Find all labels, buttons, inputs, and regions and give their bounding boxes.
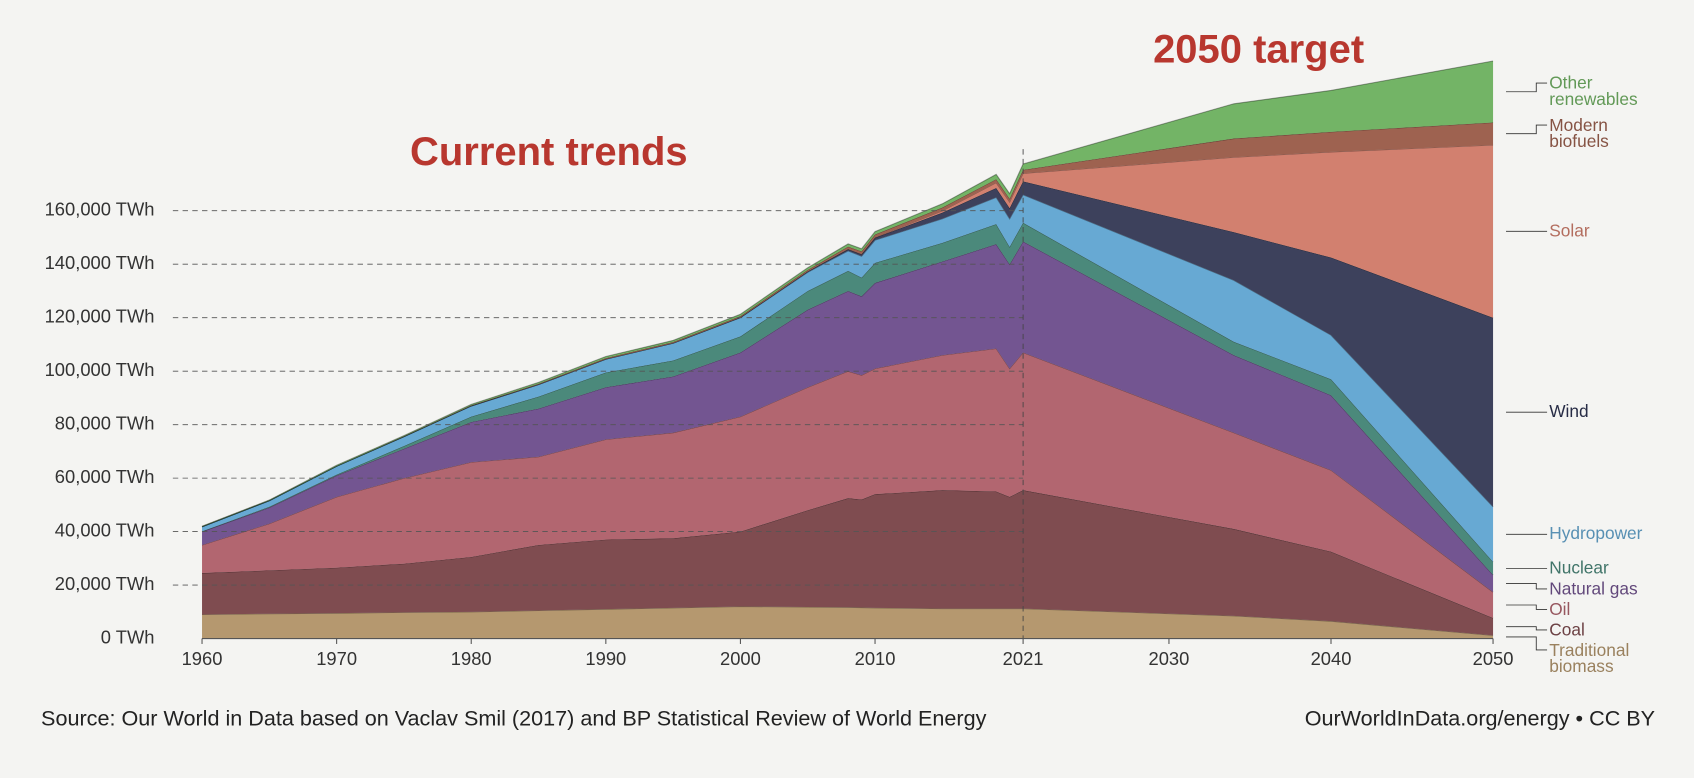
legend-entry: Wind	[1549, 403, 1589, 422]
legend-label: Oil	[1549, 600, 1571, 619]
legend-entry: Other renewables	[1549, 74, 1638, 110]
y-tick-label: 80,000 TWh	[55, 412, 155, 433]
area	[202, 222, 1494, 575]
y-tick-label: 60,000 TWh	[55, 466, 155, 487]
area	[202, 61, 1494, 527]
y-tick-label: 160,000 TWh	[45, 199, 155, 220]
y-tick-label: 100,000 TWh	[45, 359, 155, 380]
areas	[201, 60, 1494, 639]
area	[202, 241, 1494, 593]
credit: OurWorldInData.org/energy • CC BY	[1305, 705, 1655, 730]
legend-leader	[1506, 626, 1548, 631]
legend-leader	[1506, 124, 1548, 135]
legend-label: Coal	[1549, 620, 1585, 640]
annotation-left: Current trends	[410, 130, 688, 174]
legend-label: Other renewables	[1549, 74, 1638, 110]
x-tick-label: 1960	[182, 648, 223, 669]
x-tick-label: 1970	[316, 648, 357, 669]
y-tick-label: 20,000 TWh	[55, 573, 155, 594]
area	[202, 348, 1494, 618]
x-tick-label: 2000	[720, 648, 761, 669]
legend-label: Wind	[1549, 403, 1589, 422]
legend-entry: Hydropower	[1549, 525, 1643, 544]
x-tick-label: 2040	[1311, 648, 1352, 669]
area	[202, 181, 1494, 527]
x-tick-label: 1980	[451, 648, 492, 669]
legend-leader	[1506, 583, 1548, 590]
legend-leader	[1506, 82, 1548, 93]
legend-label: Nuclear	[1549, 559, 1609, 578]
legend-entry: Natural gas	[1549, 579, 1638, 599]
legend-entry: Nuclear	[1549, 559, 1609, 578]
legend-entry: Modern biofuels	[1549, 116, 1609, 152]
x-tick-label: 2050	[1473, 648, 1514, 669]
legend-entry: Traditional biomass	[1549, 641, 1630, 676]
legend-leader	[1506, 636, 1548, 651]
y-tick-label: 120,000 TWh	[45, 306, 155, 327]
annotation-right: 2050 target	[1153, 27, 1364, 71]
y-tick-label: 140,000 TWh	[45, 252, 155, 273]
legend-label: Hydropower	[1549, 525, 1643, 544]
x-tick-label: 2021	[1003, 648, 1044, 669]
legend-entry: Solar	[1549, 222, 1590, 241]
y-tick-label: 40,000 TWh	[55, 519, 155, 540]
area	[202, 490, 1494, 636]
legend-leader	[1506, 604, 1548, 610]
area	[202, 144, 1494, 527]
legend-label: Natural gas	[1549, 579, 1638, 599]
legend-label: Solar	[1549, 222, 1590, 241]
x-tick-label: 1990	[585, 648, 626, 669]
legend-label: Traditional biomass	[1549, 641, 1630, 676]
x-tick-label: 2010	[855, 648, 896, 669]
y-tick-label: 0 TWh	[101, 626, 155, 647]
area	[202, 194, 1494, 562]
area	[202, 606, 1494, 639]
area-edge	[201, 60, 1494, 527]
legend-entry: Coal	[1549, 620, 1585, 640]
legend-entry: Oil	[1549, 600, 1571, 619]
x-tick-label: 2030	[1149, 648, 1190, 669]
source: Source: Our World in Data based on Vacla…	[41, 705, 987, 730]
legend-label: Modern biofuels	[1549, 116, 1609, 152]
